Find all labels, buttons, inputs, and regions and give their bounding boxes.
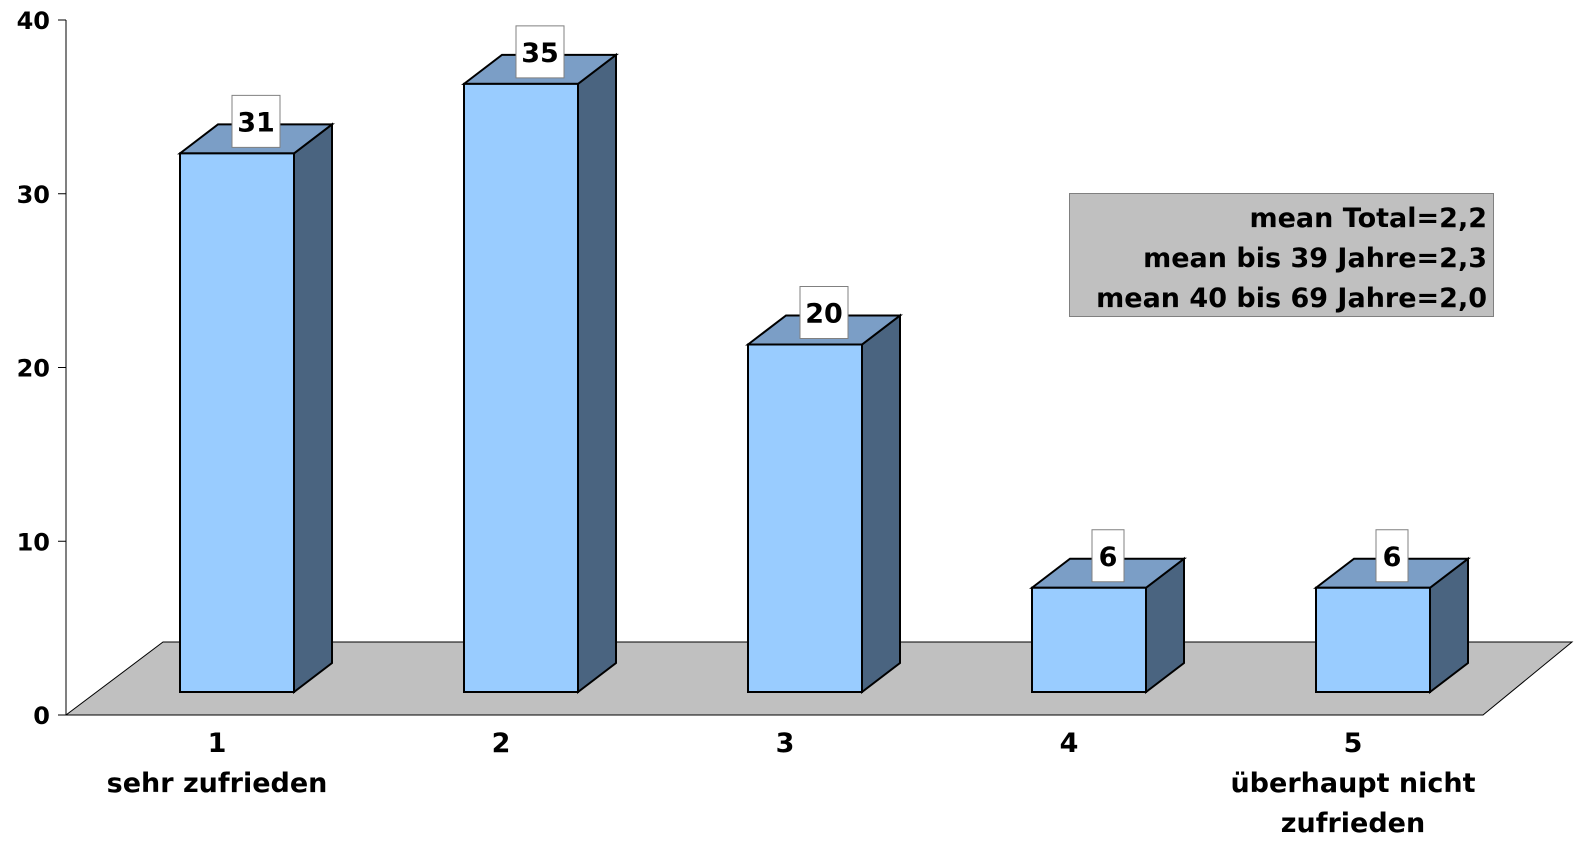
data-label-box: [231, 94, 281, 148]
data-label-box: [1091, 529, 1125, 583]
data-label: 31: [237, 107, 275, 138]
y-tick-label: 10: [17, 528, 50, 556]
y-tick-label: 20: [17, 355, 50, 383]
y-tick-label: 40: [17, 7, 50, 35]
x-tick-label: 4: [1060, 728, 1079, 759]
mean-40-to-69-label: mean 40 bis 69 Jahre=2,0: [1096, 283, 1487, 314]
data-label: 20: [805, 299, 843, 330]
bar: [179, 152, 295, 693]
data-label-box: [515, 25, 565, 79]
bar: [747, 343, 863, 693]
x-tick-label: 2: [492, 728, 511, 759]
x-tick-label: 3: [776, 728, 795, 759]
x-tick-sublabel: überhaupt nicht: [1230, 768, 1475, 799]
y-tick-label: 0: [33, 702, 50, 730]
data-label: 35: [521, 38, 559, 69]
mean-annotation-box: mean Total=2,2 mean bis 39 Jahre=2,3 mea…: [1069, 193, 1494, 317]
x-tick-sublabel: sehr zufrieden: [107, 768, 328, 799]
data-label: 6: [1099, 542, 1118, 573]
bar: [463, 82, 579, 693]
bar-side: [577, 52, 617, 695]
bar-side: [861, 313, 901, 695]
data-label-box: [799, 286, 849, 339]
bar: [1315, 586, 1431, 693]
mean-total-label: mean Total=2,2: [1249, 203, 1487, 234]
x-tick-label: 1: [208, 728, 227, 759]
bar: [1031, 586, 1147, 693]
data-label: 6: [1383, 542, 1402, 573]
mean-under-39-label: mean bis 39 Jahre=2,3: [1143, 243, 1487, 274]
x-tick-sublabel: zufrieden: [1281, 808, 1425, 839]
data-label-box: [1375, 529, 1409, 583]
y-tick-label: 30: [17, 181, 50, 209]
bar-side: [293, 122, 333, 695]
x-tick-label: 5: [1344, 728, 1363, 759]
